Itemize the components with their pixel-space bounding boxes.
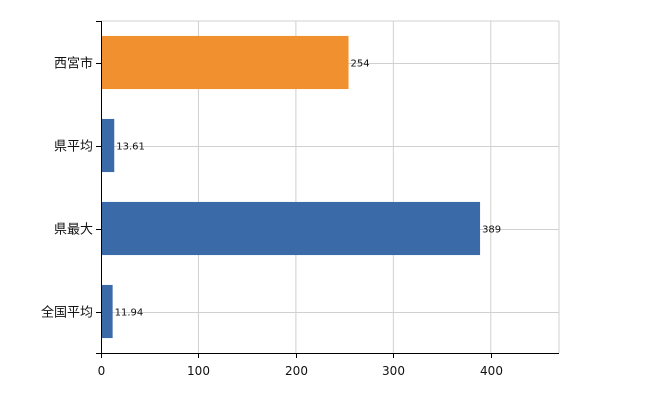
value-label: 389 — [482, 225, 501, 236]
x-tick-label: 300 — [382, 364, 405, 378]
value-label: 254 — [351, 59, 370, 70]
bar-1 — [101, 118, 115, 173]
value-label: 13.61 — [116, 142, 145, 153]
bar-2 — [101, 201, 481, 256]
x-tick-label: 0 — [98, 364, 106, 378]
x-tick-label: 400 — [480, 364, 503, 378]
bar-3 — [101, 284, 113, 339]
value-label: 11.94 — [115, 308, 144, 319]
axes — [96, 21, 559, 358]
x-tick-label: 100 — [187, 364, 210, 378]
x-tick-label: 200 — [285, 364, 308, 378]
category-label: 全国平均 — [41, 305, 93, 321]
bar-0 — [101, 35, 349, 90]
category-label: 県平均 — [54, 140, 93, 155]
category-label: 県最大 — [54, 223, 93, 238]
bars — [101, 35, 481, 339]
category-label: 西宮市 — [54, 56, 93, 72]
